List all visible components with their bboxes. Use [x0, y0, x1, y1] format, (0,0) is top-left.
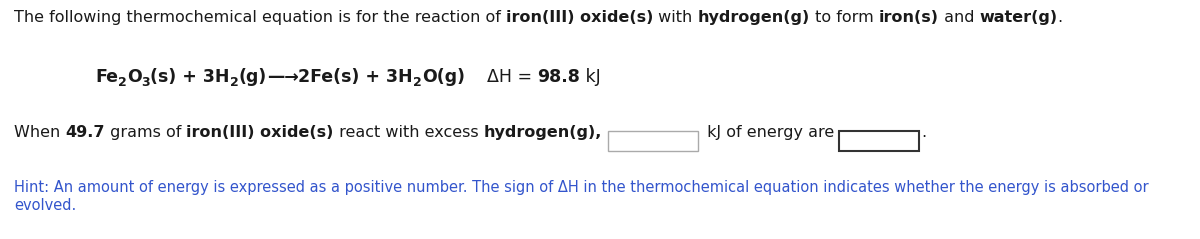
Text: O: O — [127, 68, 142, 86]
Text: grams of: grams of — [104, 125, 186, 140]
Text: hydrogen(g),: hydrogen(g), — [484, 125, 602, 140]
Text: 2Fe(s) + 3H: 2Fe(s) + 3H — [299, 68, 413, 86]
Text: —→: —→ — [266, 68, 299, 86]
Text: When: When — [14, 125, 65, 140]
Text: 98.8: 98.8 — [538, 68, 581, 86]
Text: Hint: An amount of energy is expressed as a positive number. The sign of ΔH in t: Hint: An amount of energy is expressed a… — [14, 180, 1148, 195]
Text: 2: 2 — [413, 76, 421, 89]
Text: iron(III) oxide(s): iron(III) oxide(s) — [506, 10, 653, 25]
Text: O(g): O(g) — [421, 68, 464, 86]
Text: iron(s): iron(s) — [878, 10, 938, 25]
Text: (g): (g) — [239, 68, 266, 86]
Text: and: and — [938, 10, 979, 25]
Text: 49.7: 49.7 — [65, 125, 104, 140]
Text: iron(III) oxide(s): iron(III) oxide(s) — [186, 125, 334, 140]
Text: kJ: kJ — [581, 68, 601, 86]
Text: 2: 2 — [229, 76, 239, 89]
Text: (s) + 3H: (s) + 3H — [150, 68, 229, 86]
Text: .: . — [1057, 10, 1063, 25]
Text: evolved.: evolved. — [14, 198, 77, 213]
Text: ∨: ∨ — [901, 129, 911, 142]
Text: .: . — [922, 125, 926, 140]
Text: with: with — [653, 10, 697, 25]
Text: kJ of energy are: kJ of energy are — [702, 125, 839, 140]
Text: ΔH =: ΔH = — [464, 68, 538, 86]
Text: 3: 3 — [142, 76, 150, 89]
Text: 2: 2 — [118, 76, 127, 89]
Text: react with excess: react with excess — [334, 125, 484, 140]
Text: Fe: Fe — [95, 68, 118, 86]
Text: water(g): water(g) — [979, 10, 1057, 25]
Text: The following thermochemical equation is for the reaction of: The following thermochemical equation is… — [14, 10, 506, 25]
Text: to form: to form — [810, 10, 878, 25]
Text: hydrogen(g): hydrogen(g) — [697, 10, 810, 25]
